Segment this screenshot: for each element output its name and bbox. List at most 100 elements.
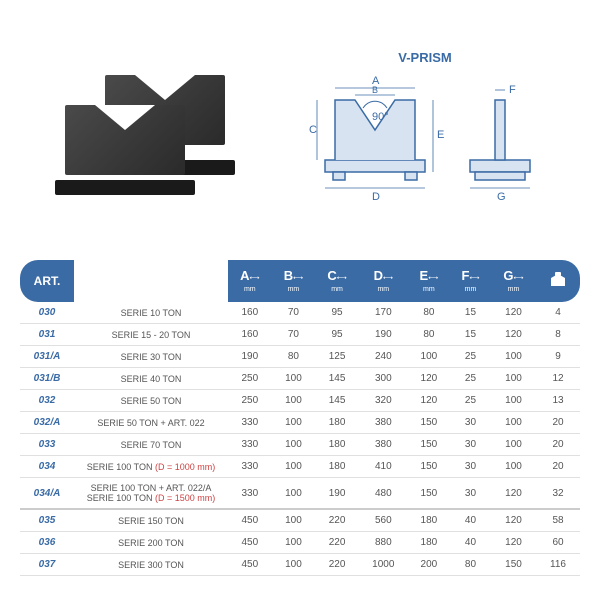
table-cell: 190 xyxy=(228,346,272,368)
table-cell: 58 xyxy=(536,509,580,532)
table-cell: 150 xyxy=(408,478,450,510)
table-cell: 033 xyxy=(20,434,74,456)
table-cell: SERIE 50 TON xyxy=(74,390,228,412)
table-row: 031/BSERIE 40 TON2501001453001202510012 xyxy=(20,368,580,390)
table-cell: 120 xyxy=(491,509,536,532)
table-cell: 037 xyxy=(20,554,74,576)
table-cell: 120 xyxy=(491,532,536,554)
table-cell: 450 xyxy=(228,532,272,554)
table-cell: 9 xyxy=(536,346,580,368)
table-cell: 100 xyxy=(272,509,316,532)
svg-text:B: B xyxy=(372,85,378,95)
table-cell: 250 xyxy=(228,390,272,412)
table-cell: 40 xyxy=(450,532,491,554)
table-header-row: ART.A⟷mmB⟷mmC⟷mmD⟷mmE⟷mmF⟷mmG⟷mm xyxy=(20,260,580,302)
table-cell: 30 xyxy=(450,412,491,434)
table-cell: 180 xyxy=(315,456,359,478)
technical-diagram: V-PRISM xyxy=(305,50,545,210)
col-header: A⟷mm xyxy=(228,260,272,302)
table-cell: 031 xyxy=(20,324,74,346)
svg-text:90°: 90° xyxy=(372,111,389,123)
table-cell: 180 xyxy=(315,412,359,434)
table-cell: 100 xyxy=(272,554,316,576)
table-cell: 80 xyxy=(408,324,450,346)
table-cell: 450 xyxy=(228,554,272,576)
table-cell: SERIE 70 TON xyxy=(74,434,228,456)
table-cell: 20 xyxy=(536,456,580,478)
col-header: E⟷mm xyxy=(408,260,450,302)
table-cell: 100 xyxy=(272,478,316,510)
table-cell: 95 xyxy=(315,324,359,346)
table-cell: 30 xyxy=(450,434,491,456)
table-cell: 1000 xyxy=(359,554,408,576)
table-cell: SERIE 10 TON xyxy=(74,302,228,324)
table-cell: 20 xyxy=(536,434,580,456)
table-cell: 25 xyxy=(450,390,491,412)
top-section: V-PRISM xyxy=(20,20,580,240)
table-row: 034/ASERIE 100 TON + ART. 022/ASERIE 100… xyxy=(20,478,580,510)
table-cell: 560 xyxy=(359,509,408,532)
table-row: 031SERIE 15 - 20 TON160709519080151208 xyxy=(20,324,580,346)
table-cell: 031/B xyxy=(20,368,74,390)
table-cell: 125 xyxy=(315,346,359,368)
product-photo xyxy=(55,65,235,195)
table-cell: 30 xyxy=(450,478,491,510)
table-cell: 450 xyxy=(228,509,272,532)
table-cell: 036 xyxy=(20,532,74,554)
table-cell: 032/A xyxy=(20,412,74,434)
table-cell: 100 xyxy=(491,412,536,434)
table-cell: 120 xyxy=(491,324,536,346)
table-cell: 100 xyxy=(272,412,316,434)
table-cell: 035 xyxy=(20,509,74,532)
table-cell: 15 xyxy=(450,302,491,324)
table-row: 032/ASERIE 50 TON + ART. 022330100180380… xyxy=(20,412,580,434)
table-cell: 190 xyxy=(359,324,408,346)
col-header: B⟷mm xyxy=(272,260,316,302)
table-cell: 30 xyxy=(450,456,491,478)
table-cell: 120 xyxy=(491,478,536,510)
table-cell: 160 xyxy=(228,302,272,324)
table-cell: 100 xyxy=(491,390,536,412)
table-cell: 380 xyxy=(359,434,408,456)
table-cell: 100 xyxy=(272,368,316,390)
table-cell: 030 xyxy=(20,302,74,324)
product-title: V-PRISM xyxy=(305,50,545,65)
table-cell: 220 xyxy=(315,532,359,554)
svg-text:D: D xyxy=(372,191,380,203)
table-cell: 170 xyxy=(359,302,408,324)
table-cell: 330 xyxy=(228,434,272,456)
table-cell: 150 xyxy=(491,554,536,576)
table-cell: 100 xyxy=(491,456,536,478)
table-cell: 145 xyxy=(315,390,359,412)
table-cell: 95 xyxy=(315,302,359,324)
table-cell: 330 xyxy=(228,478,272,510)
table-row: 037SERIE 300 TON450100220100020080150116 xyxy=(20,554,580,576)
table-cell: 12 xyxy=(536,368,580,390)
table-cell: 180 xyxy=(315,434,359,456)
table-cell: SERIE 150 TON xyxy=(74,509,228,532)
table-cell: 880 xyxy=(359,532,408,554)
table-cell: SERIE 50 TON + ART. 022 xyxy=(74,412,228,434)
col-header: G⟷mm xyxy=(491,260,536,302)
table-cell: 100 xyxy=(272,434,316,456)
table-cell: 220 xyxy=(315,509,359,532)
table-cell: 240 xyxy=(359,346,408,368)
table-cell: 380 xyxy=(359,412,408,434)
table-cell: 320 xyxy=(359,390,408,412)
table-cell: 80 xyxy=(408,302,450,324)
table-row: 036SERIE 200 TON4501002208801804012060 xyxy=(20,532,580,554)
table-cell: 70 xyxy=(272,302,316,324)
col-header xyxy=(536,260,580,302)
table-cell: SERIE 30 TON xyxy=(74,346,228,368)
table-cell: 80 xyxy=(272,346,316,368)
table-cell: SERIE 100 TON + ART. 022/ASERIE 100 TON … xyxy=(74,478,228,510)
svg-text:G: G xyxy=(497,191,506,203)
table-cell: 150 xyxy=(408,412,450,434)
table-cell: SERIE 100 TON (D = 1000 mm) xyxy=(74,456,228,478)
table-cell: 032 xyxy=(20,390,74,412)
table-row: 034SERIE 100 TON (D = 1000 mm)3301001804… xyxy=(20,456,580,478)
table-cell: 100 xyxy=(491,346,536,368)
table-cell: 13 xyxy=(536,390,580,412)
table-cell: 100 xyxy=(272,456,316,478)
table-cell: 40 xyxy=(450,509,491,532)
